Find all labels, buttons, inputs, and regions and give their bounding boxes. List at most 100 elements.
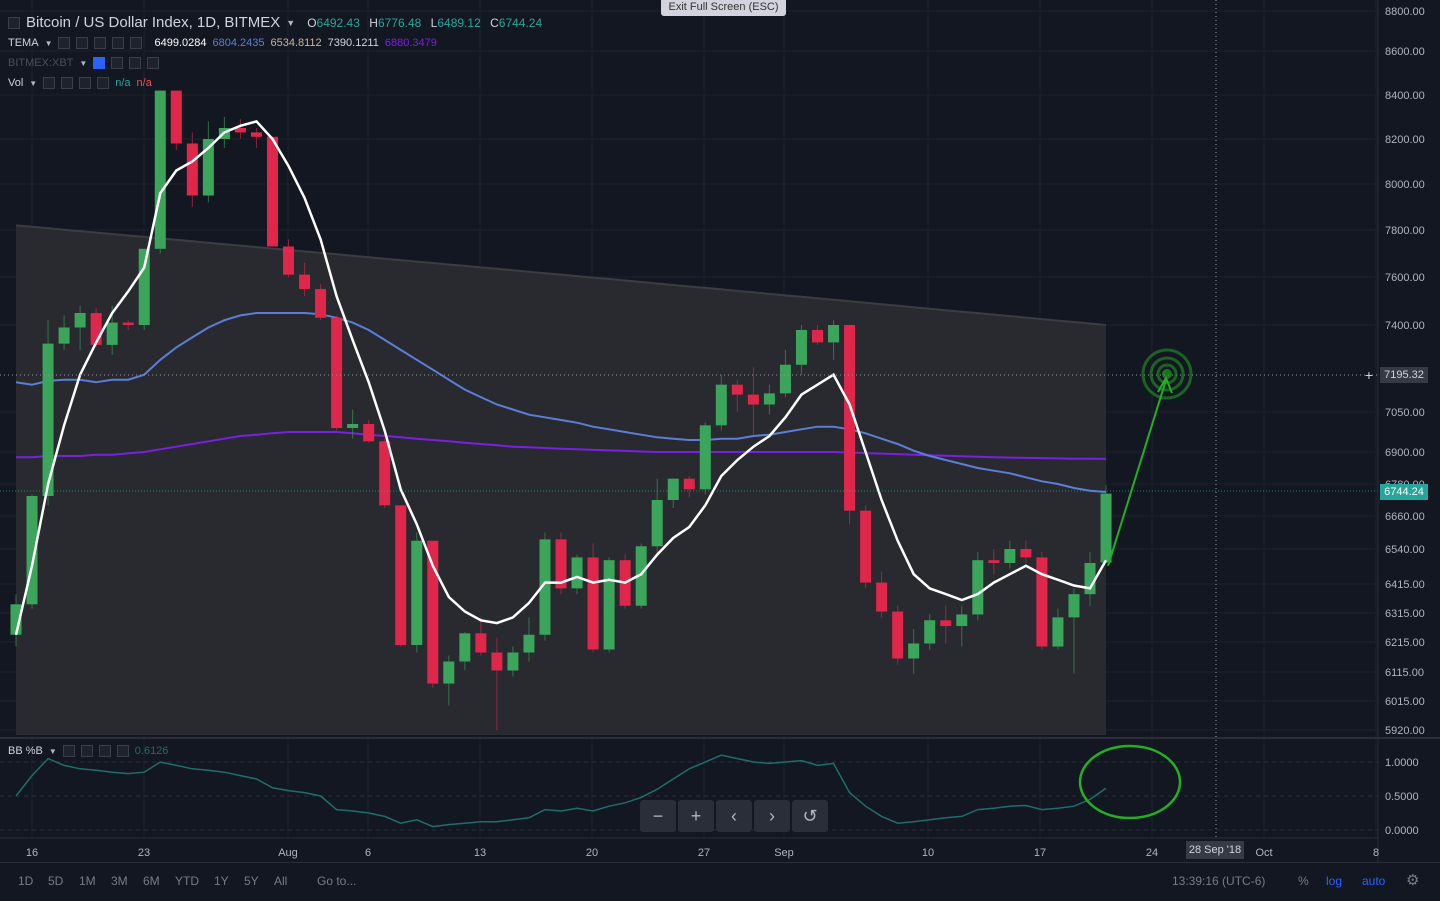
add-icon[interactable] <box>94 37 107 49</box>
candle-down <box>940 620 952 627</box>
chevron-down-icon[interactable]: ▼ <box>286 17 296 28</box>
price-tick-label: 5920.00 <box>1385 725 1425 737</box>
tema-name[interactable]: TEMA <box>8 37 39 49</box>
time-tick-label: Oct <box>1255 847 1272 859</box>
settings-icon[interactable] <box>111 57 124 69</box>
vol-value-down: n/a <box>136 77 152 89</box>
range-1m[interactable]: 1M <box>79 874 96 888</box>
vol-name[interactable]: Vol <box>8 77 24 89</box>
range-5d[interactable]: 5D <box>48 874 64 888</box>
candle-down <box>683 478 695 490</box>
candle-down <box>315 289 327 318</box>
chevron-down-icon[interactable]: ▼ <box>48 746 57 756</box>
candle-up <box>74 313 86 328</box>
reset-chart-button[interactable]: ↺ <box>792 800 828 832</box>
time-tick-label: 13 <box>474 847 486 859</box>
gear-icon[interactable]: ⚙ <box>1406 872 1420 889</box>
time-tick-label: 24 <box>1146 847 1158 859</box>
candle-down <box>876 582 888 612</box>
add-icon[interactable] <box>98 745 111 757</box>
close-value: 6744.24 <box>498 15 543 30</box>
candle-down <box>988 560 1000 563</box>
add-icon[interactable] <box>129 57 142 69</box>
low-label: L <box>430 15 438 30</box>
symbol-title[interactable]: Bitcoin / US Dollar Index, 1D, BITMEX <box>26 14 281 31</box>
target-ring-icon <box>1141 348 1193 400</box>
clock-timezone[interactable]: 13:39:16 (UTC-6) <box>1172 874 1266 888</box>
log-toggle[interactable]: log <box>1326 874 1343 888</box>
close-icon[interactable] <box>147 57 160 69</box>
range-all[interactable]: All <box>274 874 288 888</box>
range-ytd[interactable]: YTD <box>175 874 199 888</box>
tema-legend: TEMA ▼ 6499.0284 6804.2435 6534.8112 7390.1… <box>8 37 437 49</box>
bb-line <box>15 754 1107 828</box>
percent-toggle[interactable]: % <box>1298 874 1309 888</box>
candle-down <box>731 384 743 395</box>
price-tick-label: 7050.00 <box>1385 407 1425 419</box>
price-tick-label: 6660.00 <box>1385 511 1425 523</box>
candle-up <box>924 620 936 644</box>
range-3m[interactable]: 3M <box>111 874 128 888</box>
price-tick-label: 8400.00 <box>1385 90 1425 102</box>
candle-down <box>186 143 198 196</box>
more-icon[interactable] <box>112 37 125 49</box>
candle-down <box>266 136 278 247</box>
candle-up <box>507 652 519 671</box>
visibility-icon[interactable] <box>62 745 75 757</box>
goto-button[interactable]: Go to... <box>317 874 357 888</box>
settings-icon[interactable] <box>61 77 74 89</box>
close-icon[interactable] <box>130 37 143 49</box>
settings-icon[interactable] <box>80 745 93 757</box>
time-tick-label: 27 <box>698 847 710 859</box>
candle-down <box>475 633 487 653</box>
candle-down <box>491 652 503 671</box>
chevron-down-icon[interactable]: ▼ <box>29 78 38 88</box>
high-value: 6776.48 <box>377 15 422 30</box>
ohlc-values: O6492.43 H6776.48 L6489.12 C6744.24 <box>301 16 542 30</box>
candle-up <box>972 560 984 615</box>
candle-up <box>667 478 679 500</box>
visibility-icon[interactable] <box>43 77 56 89</box>
chevron-down-icon[interactable]: ▼ <box>79 58 88 68</box>
bb-name[interactable]: BB %B <box>8 745 43 757</box>
range-1d[interactable]: 1D <box>18 874 34 888</box>
close-icon[interactable] <box>116 745 129 757</box>
scroll-left-button[interactable]: ‹ <box>716 800 752 832</box>
last-price-label: 6744.24 <box>1380 484 1428 500</box>
settings-icon[interactable] <box>76 37 89 49</box>
chevron-down-icon[interactable]: ▼ <box>44 38 53 48</box>
candle-up <box>635 546 647 606</box>
open-label: O <box>307 15 317 30</box>
add-icon[interactable] <box>79 77 92 89</box>
price-tick-label: 7400.00 <box>1385 320 1425 332</box>
chart-nav-controls: − + ‹ › ↺ <box>640 800 830 832</box>
candle-up <box>411 540 423 645</box>
exit-fullscreen-button[interactable]: Exit Full Screen (ESC) <box>661 0 786 16</box>
zoom-in-button[interactable]: + <box>678 800 714 832</box>
xbt-name[interactable]: BITMEX:XBT <box>8 57 74 69</box>
crosshair-price-label: 7195.32 <box>1380 367 1428 383</box>
time-tick-label: 17 <box>1034 847 1046 859</box>
zoom-out-button[interactable]: − <box>640 800 676 832</box>
candle-up <box>138 248 150 325</box>
candle-down <box>122 322 134 325</box>
visibility-icon[interactable] <box>58 37 71 49</box>
candle-up <box>1084 563 1096 595</box>
collapse-icon[interactable] <box>8 16 20 29</box>
close-icon[interactable] <box>97 77 110 89</box>
visibility-icon[interactable] <box>93 57 106 69</box>
range-1y[interactable]: 1Y <box>214 874 229 888</box>
scroll-right-button[interactable]: › <box>754 800 790 832</box>
candle-up <box>956 614 968 627</box>
crosshair-plus-icon: + <box>1365 367 1373 383</box>
candle-down <box>555 539 567 589</box>
range-6m[interactable]: 6M <box>143 874 160 888</box>
range-5y[interactable]: 5Y <box>244 874 259 888</box>
tema-value: 6534.8112 <box>270 37 322 49</box>
bb-value: 0.6126 <box>134 745 169 757</box>
bb-tick-label: 1.0000 <box>1385 757 1419 769</box>
auto-toggle[interactable]: auto <box>1362 874 1386 888</box>
candle-up <box>908 643 920 659</box>
candle-down <box>860 510 872 583</box>
